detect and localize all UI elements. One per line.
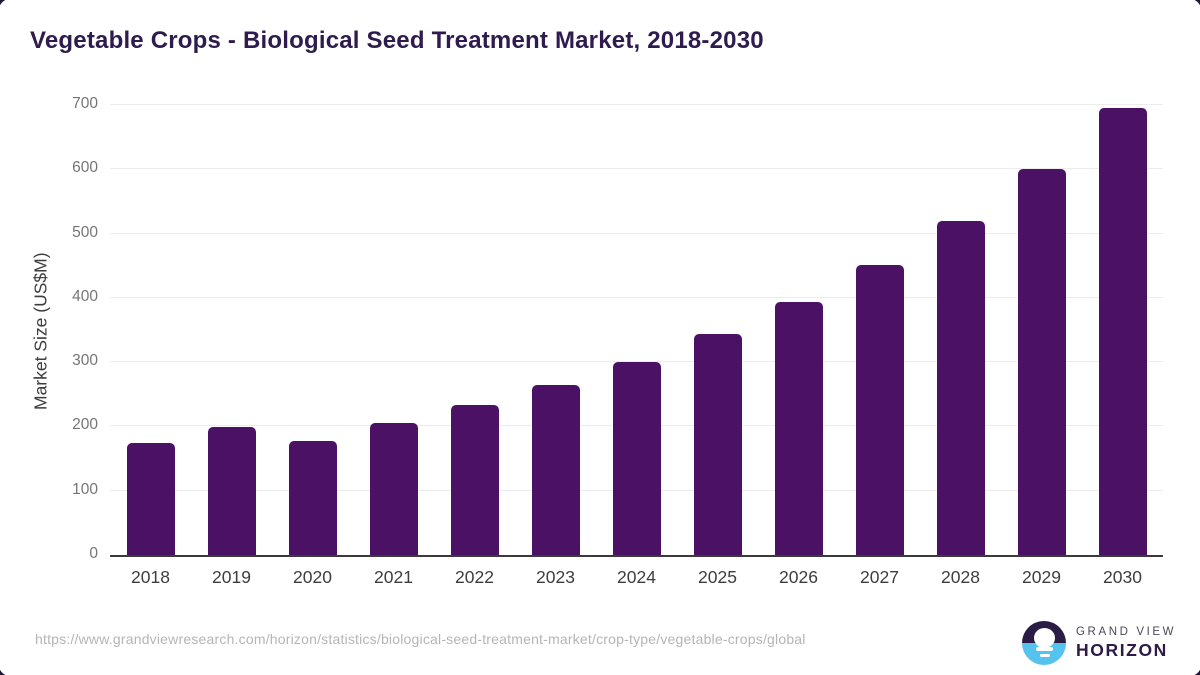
y-tick-label-0: 0 <box>89 545 98 562</box>
chart-title: Vegetable Crops - Biological Seed Treatm… <box>30 27 764 54</box>
gridline-600: 600 <box>72 160 1163 176</box>
gridline-400: 400 <box>72 288 1163 304</box>
bar-slot-2029 <box>1001 105 1082 555</box>
rounded-corner-mark-bottom-left <box>0 664 11 675</box>
gridline-0: 0 <box>89 546 1163 562</box>
rounded-corner-mark-top-right <box>1189 0 1200 11</box>
x-tick-label-2025: 2025 <box>698 567 737 587</box>
rounded-corner-mark-top-left <box>0 0 11 11</box>
bar-slot-2018 <box>110 105 191 555</box>
bar-slot-2019 <box>191 105 272 555</box>
logo-text-horizon: HORIZON <box>1076 639 1168 660</box>
logo-text-grand-view: GRAND VIEW <box>1076 625 1177 638</box>
bar-2023 <box>531 385 580 555</box>
x-tick-label-2022: 2022 <box>455 567 494 587</box>
bar-slot-2028 <box>920 105 1001 555</box>
x-tick-label-2027: 2027 <box>860 567 899 587</box>
bar-slot-2024 <box>596 105 677 555</box>
x-tick-label-2024: 2024 <box>617 567 656 587</box>
x-tick-label-2030: 2030 <box>1103 567 1142 587</box>
plot-area: 0 100 200 300 400 500 600 700 <box>72 96 1163 562</box>
gridline-500: 500 <box>72 224 1163 240</box>
y-tick-label-300: 300 <box>72 352 98 370</box>
y-tick-label-400: 400 <box>72 287 98 305</box>
horizon-sun-icon <box>1022 621 1066 665</box>
rounded-corner-mark-bottom-right <box>1189 664 1200 675</box>
bar-2022 <box>450 405 499 555</box>
sun-reflection-line-1 <box>1036 647 1053 651</box>
x-axis-labels: 2018 2019 2020 2021 2022 2023 2024 2025 2026 2027… <box>110 567 1163 588</box>
x-tick-label-2019: 2019 <box>212 567 251 587</box>
y-tick-label-700: 700 <box>72 95 98 112</box>
x-tick-label-2023: 2023 <box>536 567 575 587</box>
bar-2029 <box>1017 169 1066 555</box>
sun-reflection-line-2 <box>1039 654 1050 657</box>
bar-2024 <box>612 362 661 555</box>
x-tick-label-2020: 2020 <box>293 567 332 587</box>
bar-slot-2021 <box>353 105 434 555</box>
x-tick-label-2021: 2021 <box>374 567 413 587</box>
y-tick-label-200: 200 <box>72 416 98 434</box>
bar-2019 <box>207 427 256 555</box>
bar-2018 <box>126 442 175 555</box>
bar-2021 <box>369 423 418 555</box>
grandview-horizon-logo: GRAND VIEW HORIZON <box>1022 621 1176 665</box>
bar-slot-2023 <box>515 105 596 555</box>
bar-2026 <box>774 301 823 555</box>
x-tick-label-2026: 2026 <box>779 567 818 587</box>
y-tick-label-600: 600 <box>72 159 98 177</box>
bar-slot-2020 <box>272 105 353 555</box>
bar-2020 <box>288 440 337 555</box>
bar-2027 <box>855 265 904 555</box>
gridline-300: 300 <box>72 353 1163 369</box>
x-tick-label-2028: 2028 <box>941 567 980 587</box>
bar-slot-2025 <box>677 105 758 555</box>
sun-hole-shape <box>1034 628 1055 648</box>
bar-2030 <box>1098 108 1147 555</box>
y-tick-label-100: 100 <box>72 480 98 498</box>
logo-text: GRAND VIEW HORIZON <box>1076 626 1176 661</box>
x-tick-label-2018: 2018 <box>131 567 170 587</box>
bar-slot-2027 <box>839 105 920 555</box>
bar-2025 <box>693 333 742 555</box>
bar-slot-2026 <box>758 105 839 555</box>
y-tick-label-500: 500 <box>72 223 98 241</box>
source-url: https://www.grandviewresearch.com/horizo… <box>35 631 806 647</box>
bar-slot-2030 <box>1082 105 1163 555</box>
bars-layer <box>110 105 1163 555</box>
x-tick-label-2029: 2029 <box>1022 567 1061 587</box>
bar-slot-2022 <box>434 105 515 555</box>
bar-2028 <box>936 221 985 555</box>
gridline-700: 700 <box>72 96 1163 112</box>
